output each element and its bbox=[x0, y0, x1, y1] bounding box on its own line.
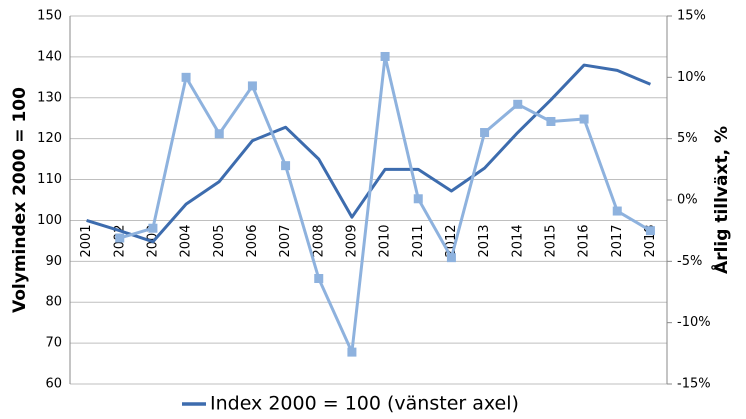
y2-tick-label: 15% bbox=[677, 9, 706, 24]
y2-tick-label: 5% bbox=[677, 131, 698, 146]
x-tick-label: 2016 bbox=[577, 224, 592, 257]
x-tick-label: 2010 bbox=[378, 224, 393, 257]
series-marker bbox=[645, 226, 655, 236]
x-tick-label: 2004 bbox=[179, 224, 194, 257]
series-marker bbox=[314, 274, 324, 284]
y2-axis-label: Årlig tillväxt, % bbox=[709, 126, 732, 274]
series-marker bbox=[281, 161, 291, 171]
series-marker bbox=[380, 51, 390, 61]
series-line bbox=[119, 54, 652, 354]
y2-tick-label: 10% bbox=[677, 70, 706, 85]
x-tick-label: 2009 bbox=[344, 224, 359, 257]
y-tick-label: 150 bbox=[37, 9, 62, 24]
y-axis-label: Volymindex 2000 = 100 bbox=[10, 87, 30, 313]
series-marker bbox=[115, 233, 125, 243]
y-tick-label: 100 bbox=[37, 213, 62, 228]
series-marker bbox=[214, 129, 224, 139]
legend-label: Index 2000 = 100 (vänster axel) bbox=[210, 393, 519, 415]
series-marker bbox=[181, 72, 191, 82]
y-tick-label: 130 bbox=[37, 90, 62, 105]
x-tick-label: 2011 bbox=[411, 224, 426, 257]
y-tick-label: 90 bbox=[45, 254, 62, 269]
x-tick-label: 2005 bbox=[212, 224, 227, 257]
y-tick-label: 60 bbox=[45, 377, 62, 392]
x-tick-label: 2006 bbox=[245, 224, 260, 257]
x-tick-label: 2007 bbox=[278, 224, 293, 257]
series-marker bbox=[612, 206, 622, 216]
x-tick-label: 2017 bbox=[610, 224, 625, 257]
series-marker bbox=[546, 116, 556, 126]
y2-tick-label: -10% bbox=[677, 315, 711, 330]
x-tick-label: 2015 bbox=[543, 224, 558, 257]
x-tick-label: 2008 bbox=[311, 224, 326, 257]
y-tick-label: 120 bbox=[37, 131, 62, 146]
series-marker bbox=[347, 347, 357, 357]
y-tick-label: 110 bbox=[37, 172, 62, 187]
y2-tick-label: 0% bbox=[677, 193, 698, 208]
series-marker bbox=[446, 253, 456, 263]
series-marker bbox=[579, 114, 589, 124]
x-tick-label: 2001 bbox=[79, 224, 94, 257]
y-tick-label: 70 bbox=[45, 336, 62, 351]
y-tick-label: 140 bbox=[37, 49, 62, 64]
series-marker bbox=[413, 194, 423, 204]
y2-tick-label: -5% bbox=[677, 254, 702, 269]
y2-tick-label: -15% bbox=[677, 377, 711, 392]
series-marker bbox=[480, 128, 490, 138]
y-tick-label: 80 bbox=[45, 295, 62, 310]
series-marker bbox=[513, 99, 523, 109]
series-marker bbox=[247, 81, 257, 91]
x-tick-label: 2014 bbox=[510, 224, 525, 257]
x-tick-label: 2013 bbox=[477, 224, 492, 257]
series-marker bbox=[148, 223, 158, 233]
